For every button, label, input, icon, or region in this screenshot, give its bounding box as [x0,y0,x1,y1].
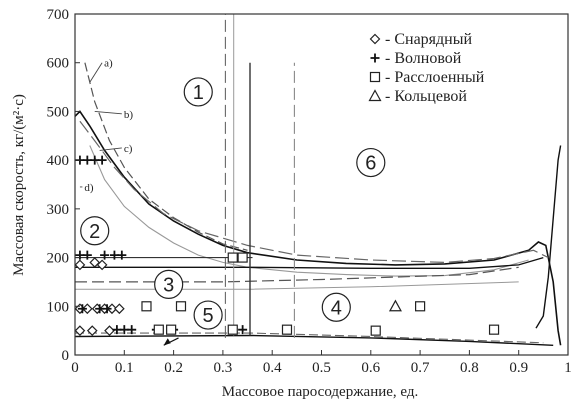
region-number: 1 [193,82,204,104]
y-tick-label: 400 [47,153,70,169]
axis-ticks: 0 0.1 0.2 0.3 0.4 0.5 0.6 0.7 0.8 0.9 1 0 100 200 300 4… [47,7,572,376]
data-markers [74,155,500,336]
region-number: 6 [365,153,376,175]
curve-b [74,110,562,346]
square-marker [141,301,152,312]
y-tick-label: 300 [47,202,70,218]
plus-marker [127,325,137,335]
x-tick-label: 0.4 [263,360,282,376]
y-tick-label: 700 [47,7,70,23]
plus-marker [238,325,248,335]
x-tick-label: 0.1 [115,360,134,376]
curve-label: c) [124,143,133,155]
diamond-marker [74,325,86,336]
curve-labels: a) b) c) d) [79,58,133,194]
legend-entry-label: - Кольцевой [385,88,467,105]
region-number: 3 [163,274,174,296]
y-tick-label: 0 [62,348,70,364]
square-marker [488,324,500,335]
region-circle [193,300,223,330]
region-circle [183,77,213,107]
curve-b-hump [535,145,562,329]
region-5-arrowhead [163,338,171,346]
diamond-marker [104,325,115,336]
square-marker [153,324,164,335]
square-marker [281,324,293,335]
plus-marker [100,250,110,260]
x-tick-label: 0.8 [460,360,479,376]
x-tick-label: 0.6 [361,360,380,376]
curve-label-leader [94,110,122,115]
x-tick-label: 1 [564,360,572,376]
legend-plus-icon [370,53,380,63]
square-marker [175,301,187,312]
diamond-marker [114,303,125,315]
legend-square-icon [369,71,381,83]
x-axis-title: Массовое паросодержание, ед. [222,384,419,400]
legend-entry-label: - Волновой [385,50,462,67]
region-circle [80,216,110,246]
region-circle [356,147,386,178]
diamond-marker [86,325,98,336]
plus-marker [117,250,127,260]
plus-marker [82,250,92,260]
diamond-marker [96,259,108,271]
square-marker [237,252,248,263]
region-number: 2 [89,221,100,243]
plus-marker [97,155,107,165]
y-tick-label: 200 [47,251,70,267]
curve-label: d) [84,182,94,194]
legend-diamond-icon [369,33,381,45]
square-marker [227,252,238,263]
x-tick-label: 0 [71,360,79,376]
legend-entry-label: - Снарядный [385,31,472,48]
y-tick-label: 100 [47,299,70,315]
diamond-marker [74,259,86,271]
legend-triangle-icon [368,89,382,102]
plus-marker [77,304,87,314]
square-marker [227,324,238,335]
legend-entry-label: - Расслоенный [385,69,485,86]
curve-a [84,62,248,251]
region-labels: 1 2 3 4 5 6 [80,77,386,330]
legend: - Снарядный - Волновой - Расслоенный - Коль… [368,31,485,105]
region-circle [321,292,351,322]
square-marker [415,301,426,312]
diamond-marker [106,303,118,315]
plus-marker [102,304,112,314]
line-5-b [75,332,544,344]
line-3-mid2 [75,281,519,290]
region-number: 4 [331,297,342,319]
y-tick-label: 600 [47,56,70,72]
y-axis-title: Массовая скорость, кг/(м²·с) [11,94,27,276]
line-5-a [74,334,554,346]
curve-c [79,120,549,264]
diamond-marker [89,257,101,268]
diamond-marker [81,303,93,315]
x-tick-label: 0.7 [411,360,430,376]
region-circle [154,269,184,299]
line-3-top [75,256,544,269]
curve-label-leader [99,147,122,151]
boundary-curves [74,14,562,346]
x-tick-label: 0.5 [312,360,331,376]
y-tick-label: 500 [47,104,70,120]
x-tick-label: 0.3 [214,360,233,376]
curve-label-leader [89,62,103,83]
curve-label: a) [104,58,113,70]
x-tick-label: 0.2 [164,360,183,376]
curve-label: b) [124,109,133,121]
region-number: 5 [203,305,214,327]
line-3-mid [75,266,519,283]
x-tick-label: 0.9 [509,360,528,376]
square-marker [166,324,177,335]
square-marker [370,325,381,336]
triangle-marker [388,299,402,312]
